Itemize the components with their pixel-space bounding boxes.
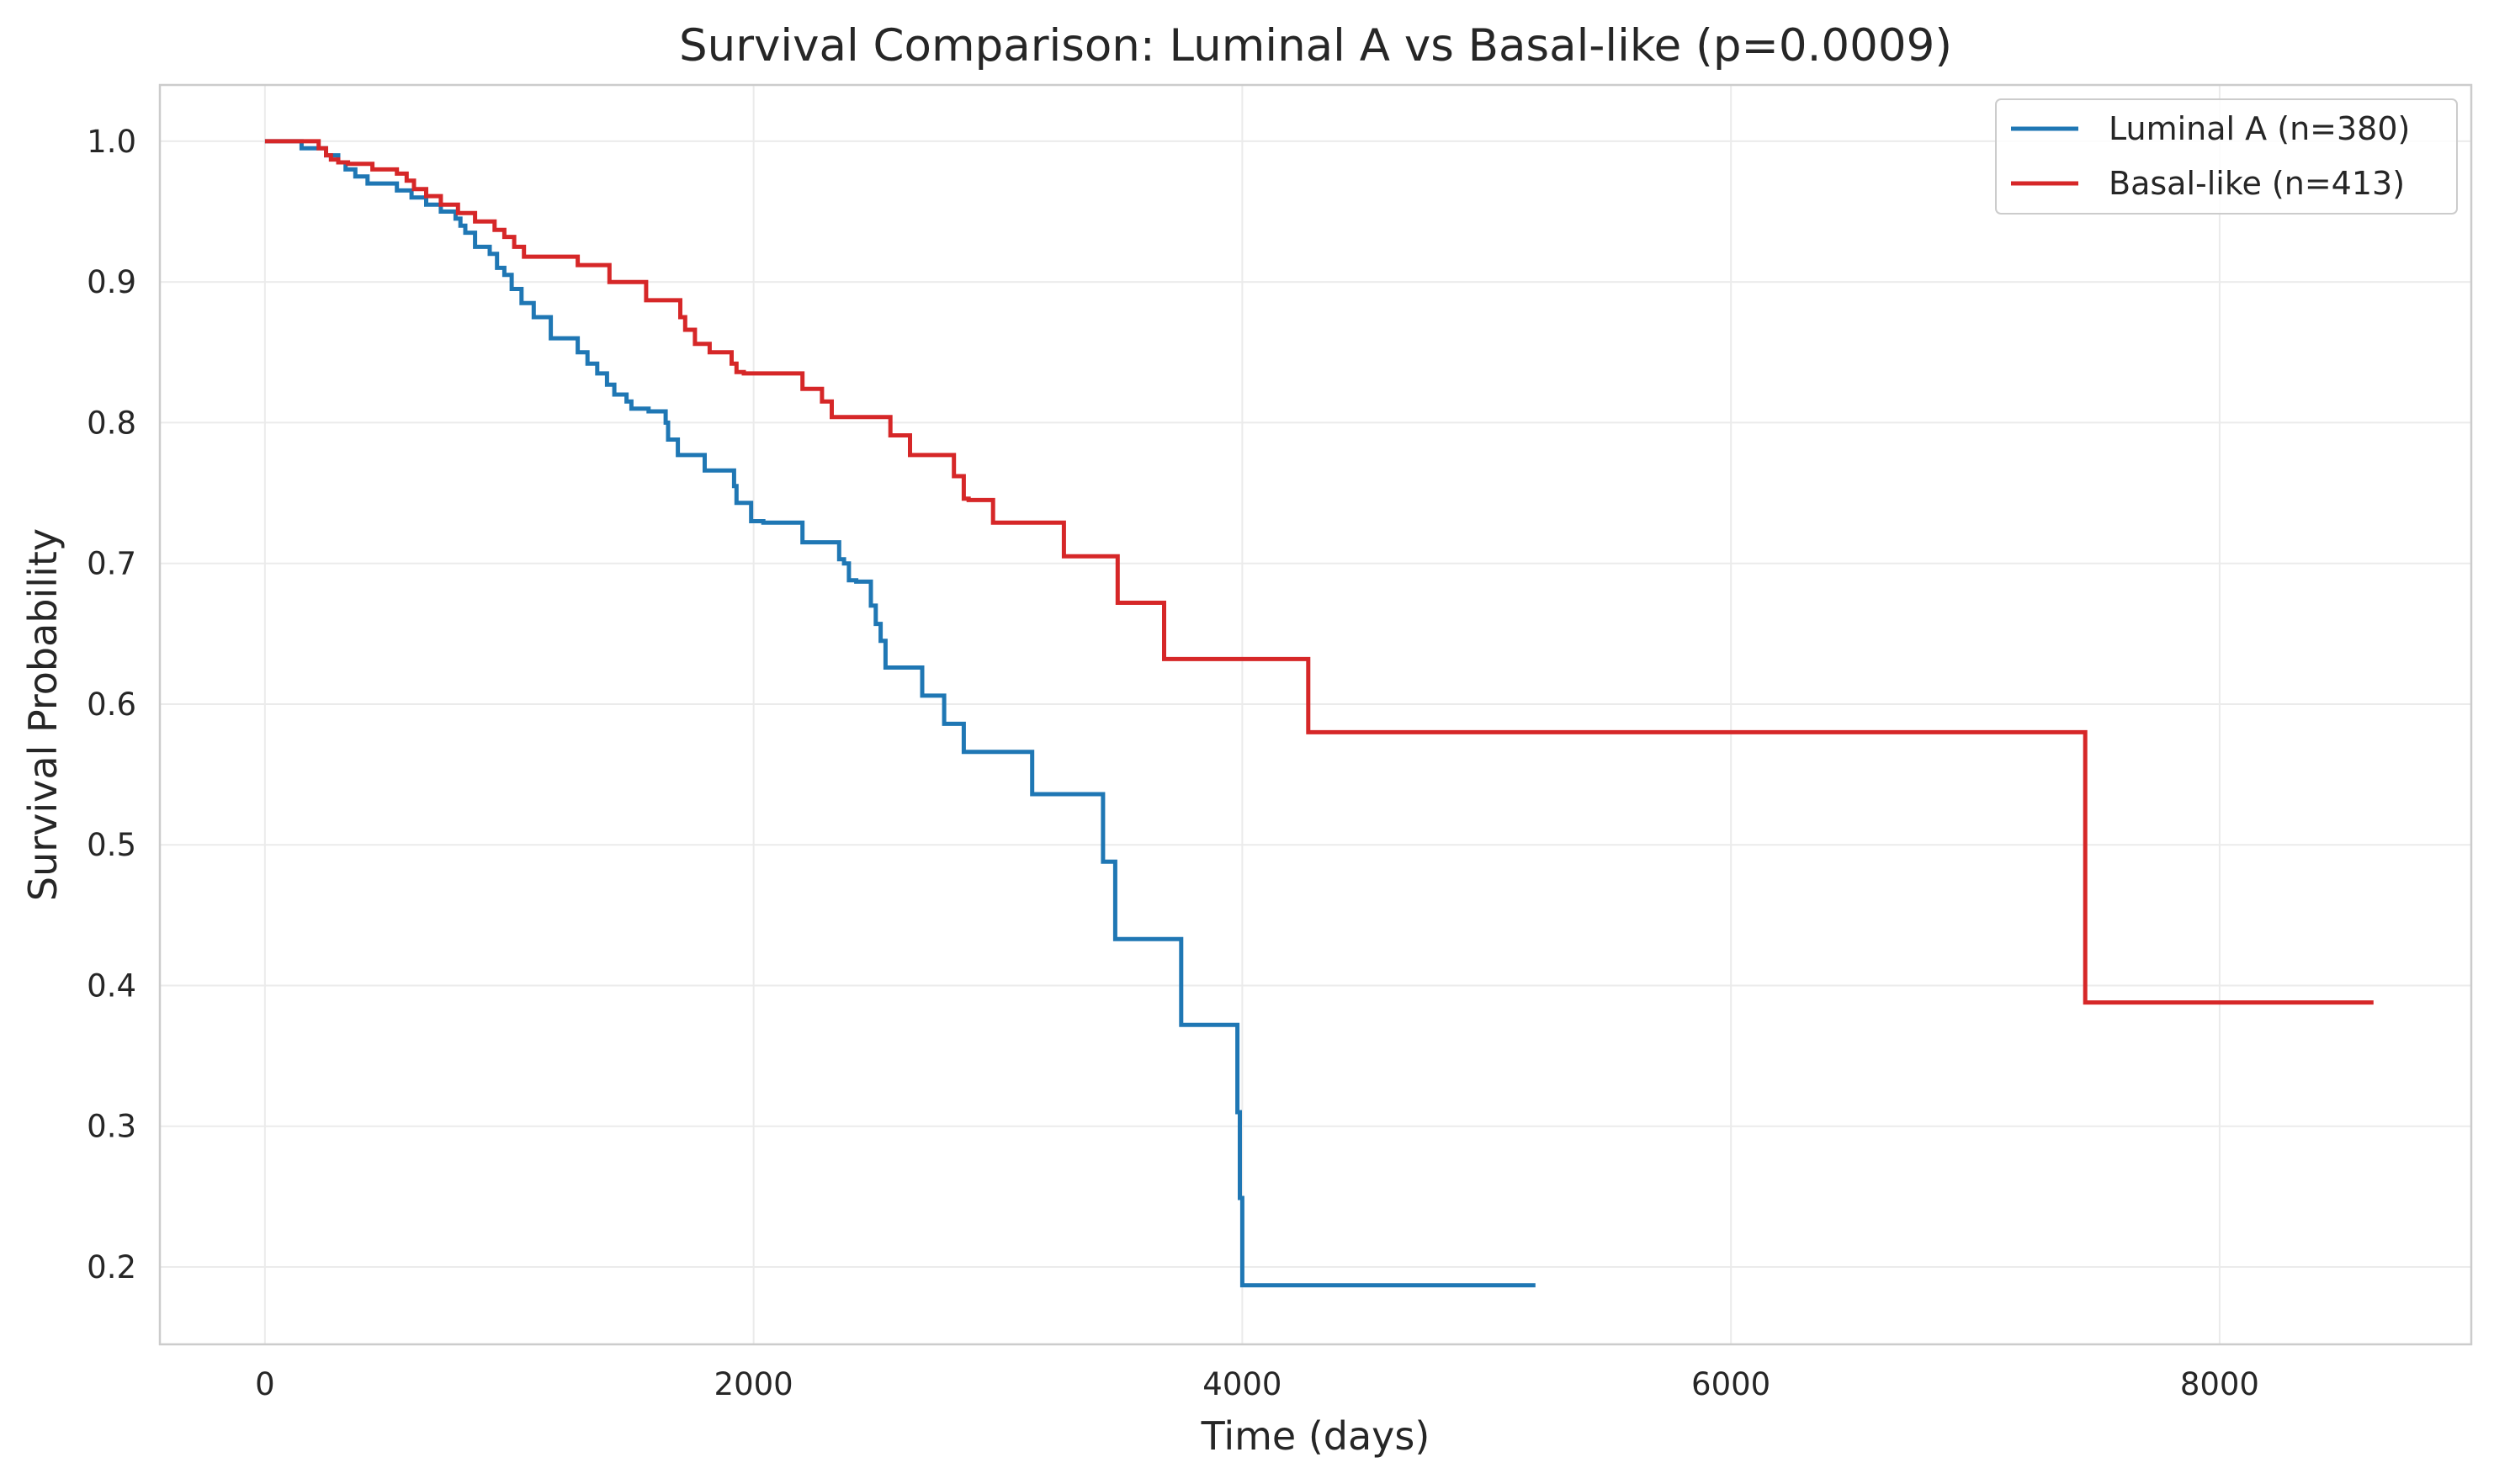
y-tick-label: 0.3 bbox=[87, 1109, 136, 1145]
x-tick-label: 4000 bbox=[1202, 1366, 1281, 1402]
series-line-basal-like bbox=[264, 139, 2374, 1005]
plot-frame bbox=[158, 83, 2473, 1346]
series-layer bbox=[264, 139, 2374, 1288]
legend-box bbox=[1995, 98, 2458, 215]
y-tick-label: 0.6 bbox=[87, 686, 136, 723]
y-tick-label: 0.2 bbox=[87, 1249, 136, 1285]
legend-label-basal-like: Basal-like (n=413) bbox=[2109, 165, 2405, 202]
y-tick-label: 1.0 bbox=[87, 124, 136, 160]
x-tick-label: 0 bbox=[255, 1366, 275, 1402]
y-tick-label: 0.7 bbox=[87, 546, 136, 582]
y-tick-label: 0.5 bbox=[87, 827, 136, 863]
tick-labels: 0 2000 4000 6000 8000 0.2 0.3 0.4 0.5 0.6 0.7 0.8 0.… bbox=[87, 124, 2259, 1402]
y-tick-label: 0.4 bbox=[87, 967, 136, 1004]
plot-area bbox=[160, 85, 2471, 1344]
x-tick-label: 2000 bbox=[714, 1366, 793, 1402]
y-tick-label: 0.9 bbox=[87, 264, 136, 300]
legend: Luminal A (n=380) Basal-like (n=413) bbox=[1995, 98, 2458, 215]
y-axis-title: Survival Probability bbox=[20, 528, 66, 901]
x-axis-title: Time (days) bbox=[1201, 1413, 1430, 1459]
x-tick-label: 6000 bbox=[1691, 1366, 1770, 1402]
legend-label-luminal-a: Luminal A (n=380) bbox=[2109, 110, 2410, 147]
y-tick-label: 0.8 bbox=[87, 405, 136, 441]
chart-title: Survival Comparison: Luminal A vs Basal-… bbox=[679, 20, 1952, 72]
x-tick-label: 8000 bbox=[2180, 1366, 2259, 1402]
